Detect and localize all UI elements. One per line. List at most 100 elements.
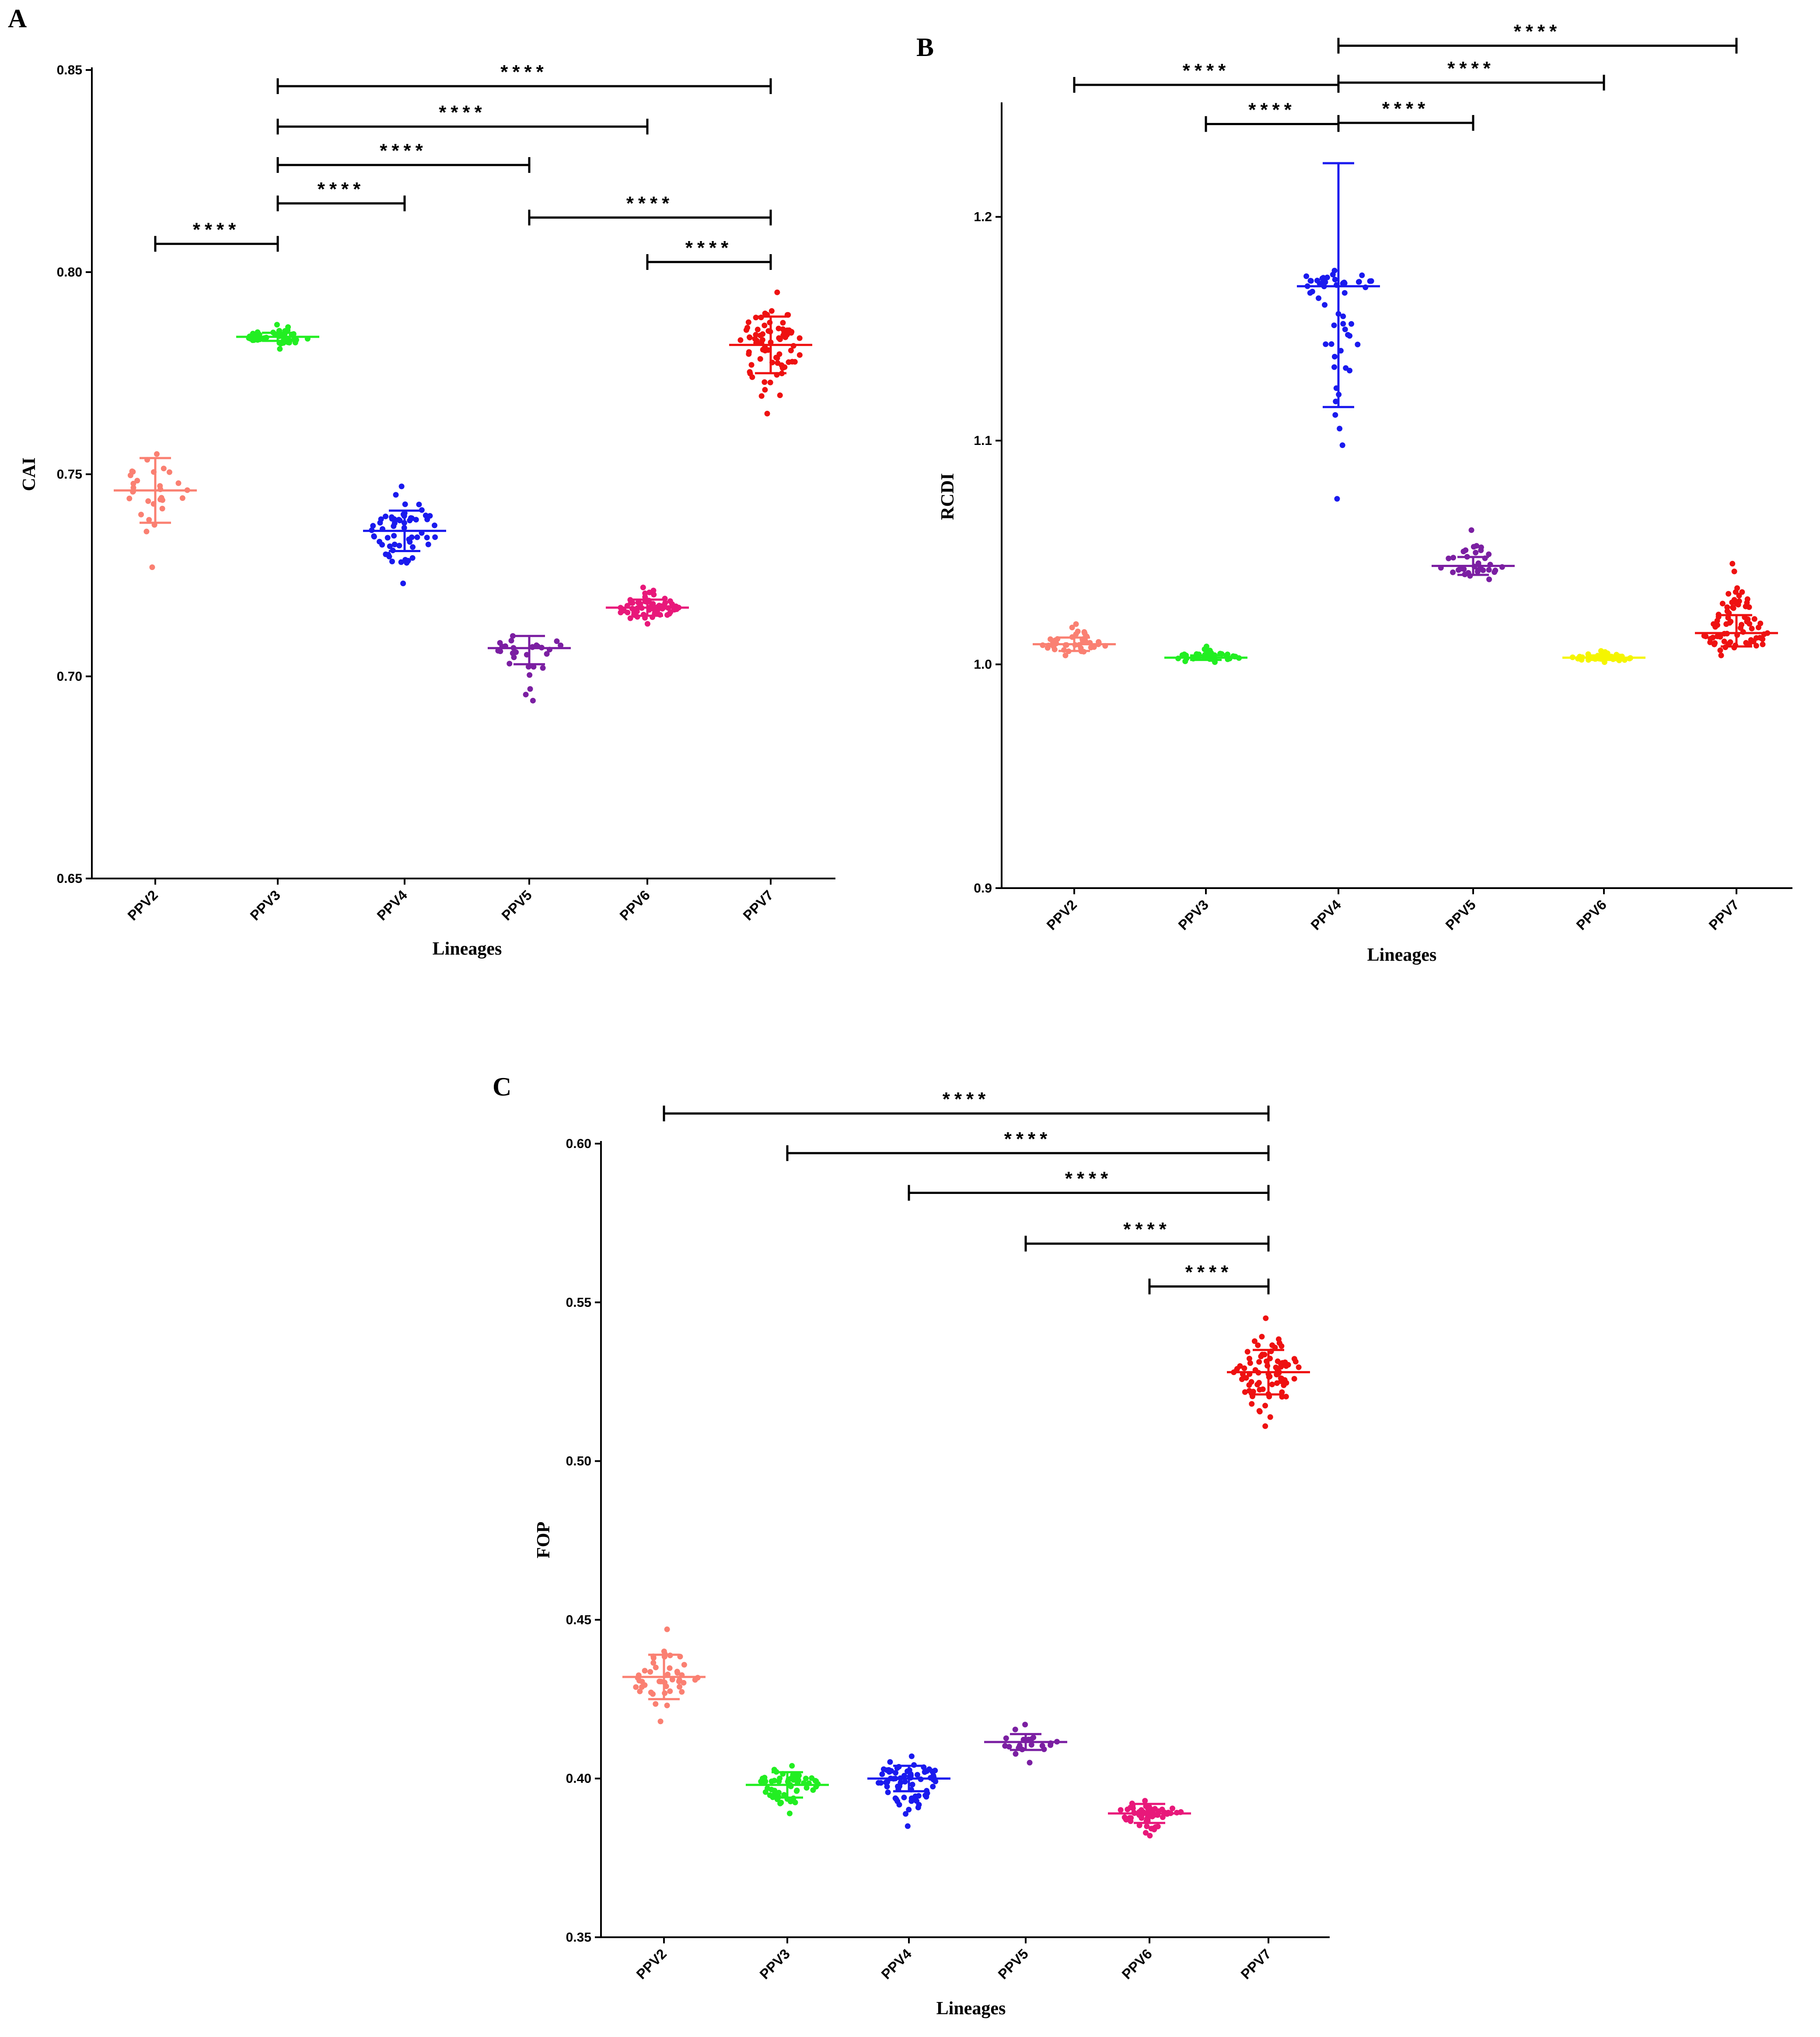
- data-point: [1724, 604, 1730, 610]
- data-point: [1073, 621, 1079, 627]
- data-point: [130, 480, 136, 486]
- data-point: [389, 558, 395, 564]
- data-point: [1123, 1816, 1129, 1823]
- data-point: [1731, 597, 1737, 603]
- data-point: [423, 512, 429, 518]
- data-point: [757, 332, 763, 339]
- data-point: [777, 1775, 783, 1782]
- data-point: [1006, 1744, 1012, 1750]
- data-point: [1724, 608, 1730, 614]
- data-point: [681, 1680, 687, 1686]
- data-point: [1348, 321, 1355, 327]
- data-point: [1182, 658, 1188, 665]
- data-point: [924, 1790, 930, 1796]
- data-point: [667, 1665, 673, 1671]
- data-point: [878, 1780, 884, 1786]
- data-point: [1718, 652, 1724, 658]
- data-point: [664, 1626, 670, 1632]
- data-point: [391, 533, 397, 539]
- data-point: [792, 359, 798, 365]
- data-point: [1262, 1403, 1268, 1409]
- data-point: [1463, 547, 1469, 553]
- data-point: [416, 501, 422, 508]
- data-point: [1736, 592, 1742, 598]
- data-point: [1082, 638, 1088, 644]
- data-point: [391, 541, 398, 547]
- panel-label: C: [493, 1072, 511, 1101]
- significance-label: ****: [1514, 21, 1561, 42]
- data-point: [762, 379, 768, 385]
- significance-bracket: ****: [1205, 99, 1340, 132]
- data-point: [1475, 567, 1481, 573]
- data-point: [786, 1810, 793, 1816]
- data-point: [154, 451, 160, 457]
- data-point: [764, 410, 770, 416]
- data-point: [130, 485, 136, 491]
- y-axis-title: CAI: [19, 457, 39, 491]
- significance-bracket: ****: [276, 178, 406, 211]
- data-point: [419, 507, 425, 513]
- data-point: [650, 601, 656, 607]
- data-point: [657, 1718, 664, 1725]
- data-point: [1331, 322, 1337, 329]
- data-point: [1760, 641, 1766, 648]
- significance-bracket: ****: [908, 1168, 1270, 1201]
- significance-label: ****: [1447, 58, 1495, 79]
- data-point: [413, 517, 419, 523]
- data-point: [396, 542, 402, 549]
- data-point: [158, 495, 164, 501]
- data-point: [791, 1777, 797, 1783]
- data-point: [653, 1701, 659, 1707]
- data-point: [179, 495, 185, 501]
- data-point: [558, 642, 564, 648]
- data-point: [810, 1787, 816, 1793]
- data-point: [157, 483, 163, 489]
- data-point: [642, 590, 648, 596]
- data-point: [1237, 1363, 1243, 1369]
- data-point: [647, 1669, 653, 1675]
- data-point: [803, 1775, 809, 1782]
- data-point: [777, 392, 783, 399]
- series-ppv4: [1297, 162, 1380, 502]
- y-tick-label: 0.9: [974, 881, 992, 896]
- data-point: [637, 1688, 643, 1694]
- data-point: [644, 621, 650, 627]
- data-point: [402, 501, 408, 508]
- data-point: [789, 329, 795, 335]
- significance-label: ****: [1183, 60, 1230, 81]
- data-point: [1749, 626, 1755, 632]
- data-point: [1723, 621, 1729, 627]
- data-point: [398, 483, 405, 490]
- data-point: [1492, 569, 1498, 575]
- data-point: [794, 1787, 800, 1793]
- y-tick-label: 0.75: [57, 467, 82, 482]
- data-point: [1341, 290, 1348, 296]
- y-tick-label: 0.70: [57, 669, 82, 684]
- data-point: [776, 326, 782, 332]
- y-tick-label: 1.0: [974, 658, 992, 672]
- x-axis-title: Lineages: [1367, 945, 1437, 965]
- data-point: [1355, 341, 1361, 347]
- data-point: [1456, 567, 1462, 573]
- data-point: [788, 347, 794, 354]
- data-point: [762, 1789, 769, 1795]
- data-point: [1296, 1364, 1302, 1370]
- data-point: [1261, 1351, 1268, 1358]
- data-point: [901, 1795, 907, 1801]
- data-point: [513, 649, 519, 655]
- data-point: [662, 595, 668, 602]
- data-point: [1744, 596, 1750, 602]
- data-point: [393, 492, 399, 498]
- data-point: [1260, 1386, 1266, 1392]
- data-point: [1486, 576, 1492, 582]
- data-point: [637, 601, 643, 607]
- data-point: [908, 1753, 915, 1759]
- data-point: [780, 320, 786, 326]
- data-point: [914, 1772, 920, 1778]
- data-point: [681, 1662, 687, 1668]
- data-point: [627, 597, 633, 603]
- data-point: [648, 1689, 654, 1695]
- y-tick-label: 0.80: [57, 265, 82, 280]
- y-tick-label: 1.2: [974, 210, 992, 224]
